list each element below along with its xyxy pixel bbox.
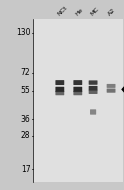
FancyBboxPatch shape xyxy=(73,91,82,95)
Text: 130: 130 xyxy=(16,28,30,37)
FancyBboxPatch shape xyxy=(90,109,96,115)
Text: A2: A2 xyxy=(108,8,117,17)
Text: 72: 72 xyxy=(21,68,30,77)
Text: 28: 28 xyxy=(21,131,30,140)
FancyBboxPatch shape xyxy=(89,86,97,91)
Text: NCt: NCt xyxy=(56,5,68,17)
FancyBboxPatch shape xyxy=(89,90,97,94)
Polygon shape xyxy=(122,84,124,95)
FancyBboxPatch shape xyxy=(107,89,115,93)
Text: He: He xyxy=(74,7,84,17)
Bar xyxy=(33,19,123,182)
FancyBboxPatch shape xyxy=(55,80,64,85)
FancyBboxPatch shape xyxy=(73,80,82,85)
Text: 36: 36 xyxy=(21,115,30,124)
FancyBboxPatch shape xyxy=(89,80,97,85)
FancyBboxPatch shape xyxy=(55,91,64,95)
Text: MC: MC xyxy=(90,7,100,17)
FancyBboxPatch shape xyxy=(55,87,64,92)
FancyBboxPatch shape xyxy=(73,87,82,92)
Text: 55: 55 xyxy=(21,86,30,95)
Text: 17: 17 xyxy=(21,165,30,174)
FancyBboxPatch shape xyxy=(107,84,115,88)
